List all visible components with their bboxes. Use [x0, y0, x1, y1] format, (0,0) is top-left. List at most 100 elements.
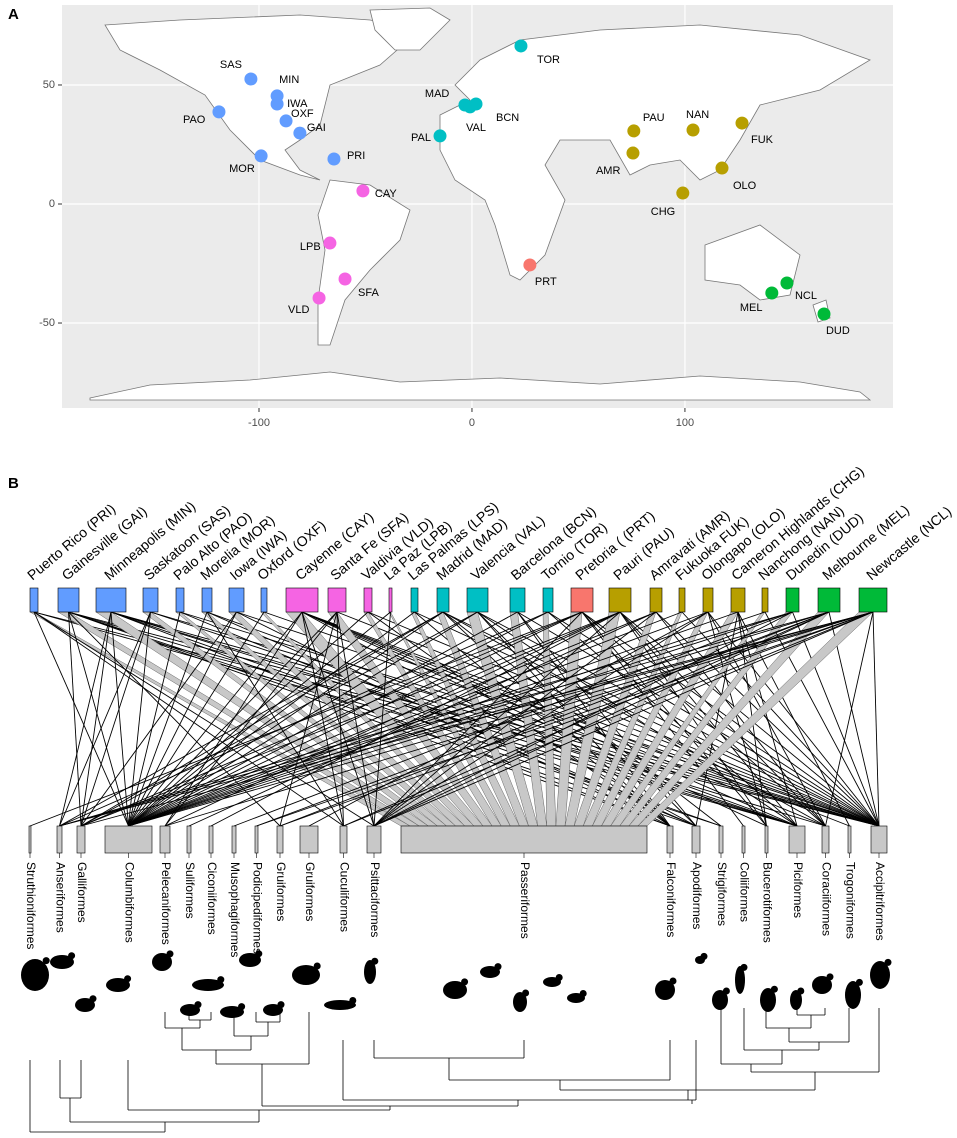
site-point [270, 97, 284, 111]
bird-head [494, 963, 502, 971]
site-node [57, 587, 80, 613]
order-node [764, 825, 769, 854]
link [872, 611, 880, 827]
link [128, 611, 338, 827]
bird-head [884, 958, 892, 966]
link [59, 611, 112, 827]
bird [760, 988, 776, 1012]
link [80, 611, 112, 827]
site-point [686, 123, 700, 137]
site-label: FUK [751, 134, 774, 146]
bird [712, 990, 728, 1010]
order-label: Cuculiformes [337, 862, 351, 932]
site-node [228, 587, 245, 613]
phylogeny [29, 1008, 880, 1133]
order-node [691, 825, 701, 854]
site-node [260, 587, 268, 613]
link [128, 611, 683, 827]
site-node [509, 587, 526, 613]
site-label: IWA [287, 98, 308, 110]
site-label: GAI [307, 122, 326, 134]
bird [21, 959, 49, 991]
order-label: Strigiformes [715, 862, 729, 926]
site-label: OLO [733, 180, 757, 192]
order-label: Suliformes [183, 862, 197, 919]
site-point [676, 186, 690, 200]
site-node [142, 587, 159, 613]
site-label: MIN [279, 74, 299, 86]
bird [870, 961, 890, 989]
order-label: Ciconiiformes [205, 862, 219, 935]
order-node [366, 825, 382, 854]
site-label: OXF [291, 108, 314, 120]
order-node [28, 825, 32, 854]
bird [655, 980, 675, 1000]
link [792, 611, 880, 827]
site-node [201, 587, 213, 613]
link [128, 611, 415, 827]
site-point [433, 129, 447, 143]
site-node [702, 587, 714, 613]
site-label: PRT [535, 276, 557, 288]
panel-label: B [8, 475, 19, 492]
site-node [678, 587, 686, 613]
link [128, 611, 391, 827]
link [59, 611, 549, 827]
link [128, 611, 793, 827]
order-label: Columbiformes [122, 862, 136, 943]
bird-head [313, 962, 321, 970]
link [128, 611, 621, 827]
link [707, 611, 826, 827]
y-tick-label: -50 [39, 317, 55, 329]
order-label: Accipitriformes [873, 862, 887, 941]
link [128, 611, 583, 827]
order-label: Bucerotiformes [760, 862, 774, 943]
site-node [858, 587, 888, 613]
y-tick-label: 50 [43, 79, 55, 91]
site-label: SFA [358, 287, 379, 299]
order-label: Coraciiformes [819, 862, 833, 936]
link [110, 611, 129, 827]
site-label: MOR [229, 163, 255, 175]
link [206, 611, 344, 827]
order-node [339, 825, 348, 854]
bird-head [166, 950, 174, 958]
site-label: PAL [411, 132, 431, 144]
site-node [466, 587, 489, 613]
link [308, 611, 709, 827]
link [80, 611, 874, 827]
link [80, 611, 478, 827]
bird [324, 1000, 356, 1010]
bird [790, 990, 802, 1010]
order-label: Galliformes [75, 862, 89, 923]
site-point [338, 272, 352, 286]
link [256, 611, 874, 827]
order-node [254, 825, 259, 854]
site-node [649, 587, 663, 613]
bird-head [700, 952, 708, 960]
link [68, 611, 129, 827]
bird-head [217, 976, 225, 984]
link [33, 611, 375, 827]
site-node [542, 587, 554, 613]
bird-head [797, 987, 805, 995]
site-point [323, 236, 337, 250]
site-node [608, 587, 632, 613]
link [128, 611, 830, 827]
link [128, 611, 151, 827]
link [128, 611, 265, 827]
bird [50, 955, 74, 969]
link [128, 611, 549, 827]
site-point [523, 258, 537, 272]
order-node [788, 825, 806, 854]
order-node [847, 825, 852, 854]
link [655, 611, 826, 827]
order-label: Gruiformes [303, 862, 317, 921]
bird [845, 981, 861, 1009]
site-node [410, 587, 419, 613]
order-node [186, 825, 192, 854]
bird [180, 1004, 200, 1016]
order-node [400, 825, 648, 854]
link [695, 611, 739, 827]
bird [239, 953, 261, 967]
